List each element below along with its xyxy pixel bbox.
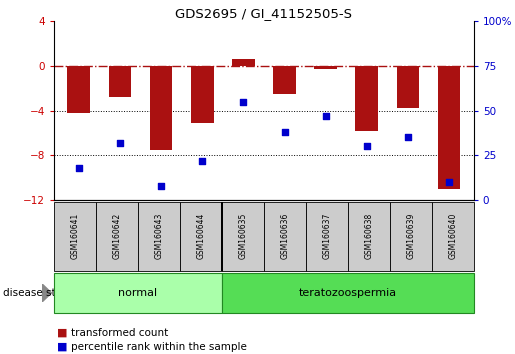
Bar (273, 66, 296, 94)
Bar (355, 66, 378, 131)
Bar (109, 66, 131, 97)
Bar (397, 66, 419, 108)
Text: teratozoospermia: teratozoospermia (299, 288, 397, 298)
Bar (438, 66, 460, 189)
Text: GSM160637: GSM160637 (322, 213, 331, 259)
Text: GSM160644: GSM160644 (197, 213, 205, 259)
Text: ■: ■ (57, 342, 67, 352)
Bar (314, 66, 337, 69)
Point (239, 99, 248, 104)
Point (116, 140, 124, 145)
Point (363, 144, 371, 149)
Point (404, 135, 412, 140)
Point (198, 158, 207, 164)
Text: GSM160642: GSM160642 (113, 213, 122, 259)
Bar (191, 66, 214, 123)
Text: GSM160638: GSM160638 (365, 213, 373, 259)
Polygon shape (42, 284, 52, 302)
Text: GSM160635: GSM160635 (238, 213, 247, 259)
Text: transformed count: transformed count (71, 328, 168, 338)
Text: disease state: disease state (3, 288, 72, 298)
Point (157, 183, 165, 189)
Text: GSM160641: GSM160641 (71, 213, 79, 259)
Point (280, 129, 288, 135)
Text: GSM160636: GSM160636 (281, 213, 289, 259)
Text: GSM160640: GSM160640 (449, 213, 457, 259)
Point (445, 179, 453, 185)
Text: normal: normal (118, 288, 158, 298)
Point (75, 165, 83, 171)
Point (321, 113, 330, 119)
Text: GSM160643: GSM160643 (154, 213, 163, 259)
Title: GDS2695 / GI_41152505-S: GDS2695 / GI_41152505-S (176, 7, 352, 20)
Text: GSM160639: GSM160639 (406, 213, 415, 259)
Text: percentile rank within the sample: percentile rank within the sample (71, 342, 247, 352)
Text: ■: ■ (57, 328, 67, 338)
Bar (150, 66, 173, 150)
Bar (67, 66, 90, 113)
Bar (232, 59, 255, 66)
